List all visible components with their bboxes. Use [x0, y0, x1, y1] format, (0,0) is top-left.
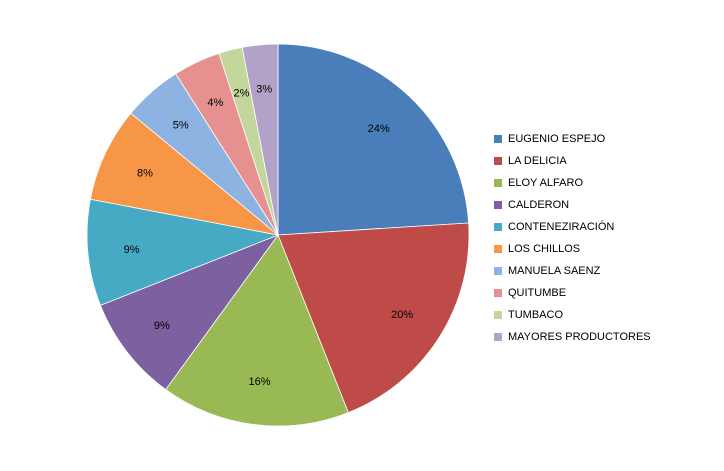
data-label-4: 9% — [124, 244, 140, 256]
legend-label: MANUELA SAENZ — [508, 265, 601, 277]
legend-item: MANUELA SAENZ — [494, 260, 651, 282]
legend-swatch — [494, 289, 502, 297]
legend-swatch — [494, 245, 502, 253]
data-label-7: 4% — [207, 97, 223, 109]
pie-labels: 24% 20% 16% 9% 9% 8% 5% 4% 2% 3% — [124, 84, 414, 388]
data-label-6: 5% — [173, 120, 189, 132]
legend-swatch — [494, 333, 502, 341]
legend-swatch — [494, 223, 502, 231]
legend-swatch — [494, 201, 502, 209]
legend-item: TUMBACO — [494, 304, 651, 326]
legend-label: LA DELICIA — [508, 155, 567, 167]
legend-label: CALDERON — [508, 199, 570, 211]
pie-slices — [86, 43, 470, 427]
legend-swatch — [494, 311, 502, 319]
legend-swatch — [494, 179, 502, 187]
legend: EUGENIO ESPEJO LA DELICIA ELOY ALFARO CALDE… — [494, 128, 651, 348]
data-label-0: 24% — [368, 123, 390, 135]
data-label-5: 8% — [137, 167, 153, 179]
pie-slice-9 — [241, 43, 279, 236]
legend-label: ELOY ALFARO — [508, 177, 584, 189]
legend-item: CONTENEZIRACIÓN — [494, 216, 651, 238]
data-label-8: 2% — [233, 88, 249, 100]
legend-item: ELOY ALFARO — [494, 172, 651, 194]
legend-swatch — [494, 267, 502, 275]
legend-item: LA DELICIA — [494, 150, 651, 172]
pie-slice-0 — [277, 43, 470, 236]
legend-item: LOS CHILLOS — [494, 238, 651, 260]
legend-label: LOS CHILLOS — [508, 243, 581, 255]
pie-slice-1 — [277, 222, 470, 414]
pie-slice-5 — [89, 112, 279, 236]
legend-item: QUITUMBE — [494, 282, 651, 304]
legend-item: EUGENIO ESPEJO — [494, 128, 651, 150]
legend-label: TUMBACO — [508, 309, 563, 321]
legend-swatch — [494, 135, 502, 143]
data-label-3: 9% — [154, 320, 170, 332]
pie-slice-2 — [165, 234, 349, 427]
data-label-1: 20% — [391, 309, 413, 321]
legend-label: QUITUMBE — [508, 287, 567, 299]
pie-slice-3 — [99, 234, 280, 391]
legend-label: CONTENEZIRACIÓN — [508, 221, 615, 233]
legend-label: MAYORES PRODUCTORES — [508, 331, 651, 343]
legend-label: EUGENIO ESPEJO — [508, 133, 606, 145]
pie-slice-4 — [86, 198, 280, 306]
data-label-9: 3% — [256, 84, 272, 96]
legend-item: CALDERON — [494, 194, 651, 216]
data-label-2: 16% — [249, 376, 271, 388]
legend-item: MAYORES PRODUCTORES — [494, 326, 651, 348]
legend-swatch — [494, 157, 502, 165]
